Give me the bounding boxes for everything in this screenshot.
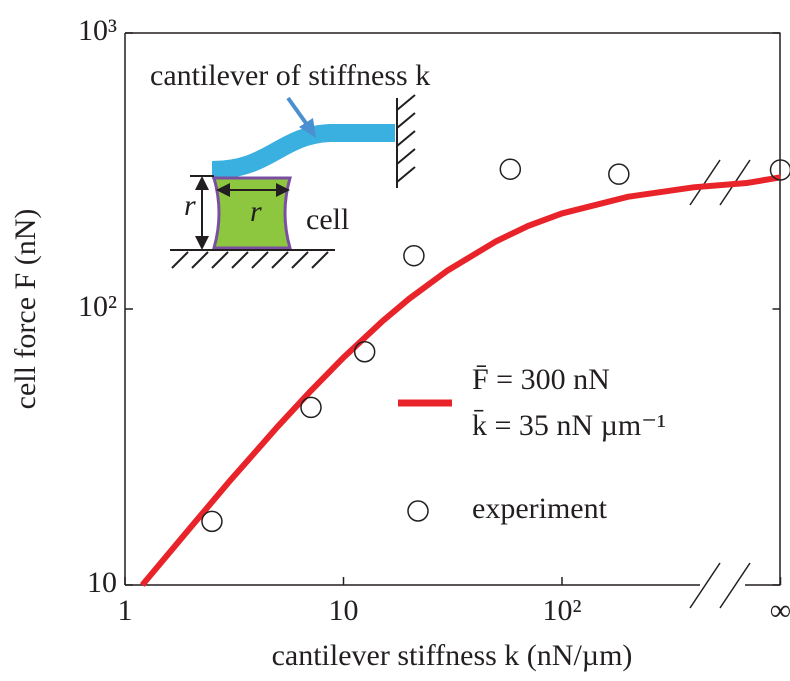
legend-label: F̄ = 300 nN — [472, 363, 610, 396]
annotation: r — [250, 195, 262, 228]
x-tick-label: 10² — [543, 594, 582, 627]
frame — [124, 32, 781, 609]
y-axis-label: cell force F (nN) — [9, 209, 42, 410]
inset-diagram — [170, 94, 416, 269]
data-point — [499, 158, 522, 180]
y-tick-label: 10 — [87, 566, 117, 599]
legend-label: experiment — [472, 492, 608, 525]
x-tick-label: ∞ — [770, 594, 790, 627]
x-axis-label: cantilever stiffness k (nN/µm) — [272, 639, 633, 672]
data-point — [608, 163, 630, 185]
legend-label: k̄ = 35 nN µm⁻¹ — [472, 409, 666, 442]
x-tick-label: 10 — [329, 594, 359, 627]
data-point — [353, 341, 376, 363]
data-point — [769, 159, 790, 181]
data-point — [403, 244, 425, 267]
y-tick-label: 10² — [78, 290, 117, 323]
x-tick-label: 1 — [118, 594, 133, 627]
data-point — [201, 510, 223, 533]
data-line — [140, 174, 782, 587]
data-point — [300, 396, 322, 419]
y-tick-label: 10³ — [78, 14, 117, 47]
legend-swatch — [407, 500, 429, 522]
annotation: cantilever of stiffness k — [150, 59, 430, 92]
annotation: cell — [306, 203, 349, 236]
annotation: r — [184, 189, 196, 222]
